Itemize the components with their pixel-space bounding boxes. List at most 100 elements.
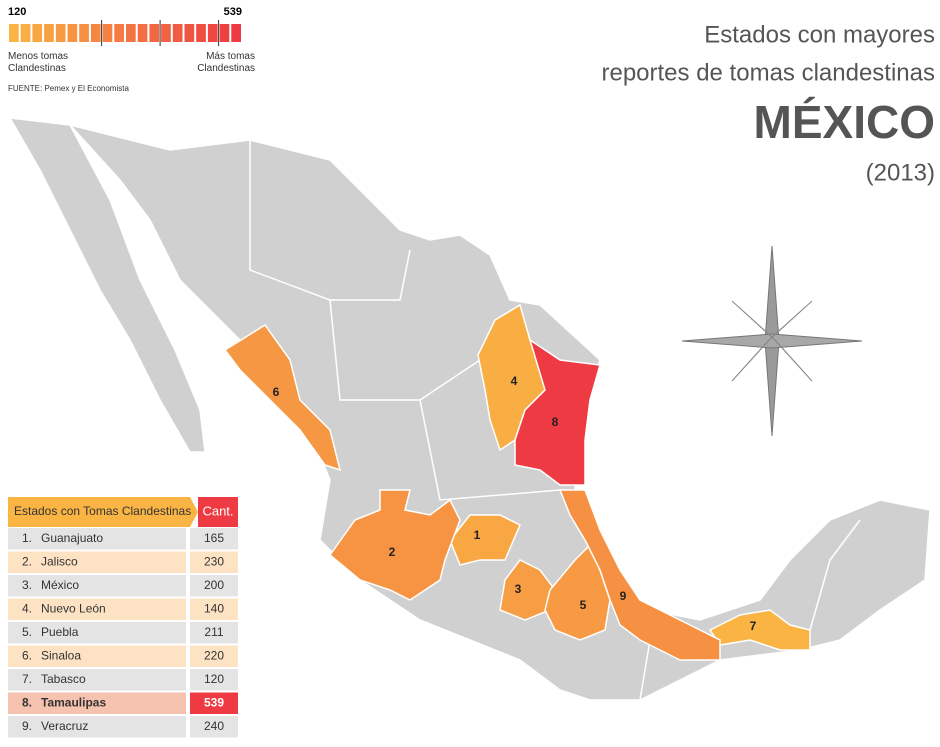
legend-swatch: [137, 24, 148, 42]
table-row-bg: [8, 551, 186, 573]
table-name: Nuevo León: [41, 601, 106, 615]
legend-swatch: [184, 24, 195, 42]
state-label: 9: [620, 589, 627, 603]
legend-min: 120: [8, 6, 26, 18]
table-value-bg: [190, 575, 238, 597]
states: 1 2 3 4 5 6 7 8 9: [223, 303, 811, 661]
table-value: 240: [204, 719, 224, 733]
table-value: 230: [204, 554, 224, 568]
compass-ew: [681, 333, 863, 349]
legend-swatch: [114, 24, 124, 42]
table-row-bg: [8, 692, 186, 714]
state-label: 8: [552, 415, 559, 429]
table-index: 9.: [22, 719, 32, 733]
state-label: 4: [511, 374, 518, 388]
table-name: Sinaloa: [41, 648, 81, 662]
table-value-bg: [190, 598, 238, 620]
legend-swatch: [102, 24, 113, 42]
table-header-arrow: [190, 497, 198, 527]
state: [328, 489, 461, 601]
source: FUENTE: Pemex y El Economista: [8, 84, 129, 93]
table-row-bg: [8, 716, 186, 738]
table-index: 3.: [22, 578, 32, 592]
compass-rose: [681, 245, 863, 437]
table-index: 4.: [22, 601, 32, 615]
state-label: 3: [515, 582, 522, 596]
title-line2: reportes de tomas clandestinas: [601, 59, 935, 86]
table-index: 7.: [22, 672, 32, 686]
table-name: Guanajuato: [41, 531, 103, 545]
state: [449, 514, 521, 566]
legend-swatch: [196, 24, 206, 42]
table-value-bg: [190, 669, 238, 691]
legend-swatch: [207, 24, 218, 42]
legend-swatch: [172, 24, 183, 42]
table-index: 8.: [22, 695, 32, 709]
table-name: Tamaulipas: [41, 695, 106, 709]
state-border: [419, 399, 561, 501]
table-value-header: Cant.: [202, 503, 233, 518]
legend-swatch: [126, 24, 136, 42]
state: [514, 338, 601, 486]
compass-diag: [731, 300, 813, 382]
table-value-bg: [190, 716, 238, 738]
table-value-bg: [190, 622, 238, 644]
legend-swatch: [90, 24, 101, 42]
legend-high-label: Más tomas Clandestinas: [197, 51, 255, 74]
state-label: 5: [580, 598, 587, 612]
legend-swatch: [67, 24, 78, 42]
legend-max: 539: [224, 6, 242, 18]
state-border: [329, 299, 481, 401]
baja-peninsula: [8, 117, 206, 453]
legend-swatch: [55, 24, 66, 42]
table-row-bg: [8, 622, 186, 644]
table-value: 539: [204, 695, 224, 709]
table-value-bg: [190, 645, 238, 667]
state-label: 1: [474, 528, 481, 542]
table-row-bg: [8, 598, 186, 620]
state-label: 6: [273, 385, 280, 399]
table: Estados con Tomas Clandestinas Cant. 1. Gua…: [8, 497, 238, 738]
table-row-bg: [8, 669, 186, 691]
legend-swatch: [20, 24, 31, 42]
country-title: MÉXICO: [754, 96, 935, 148]
legend-swatch: [44, 24, 54, 42]
table-value: 140: [204, 601, 224, 615]
table-value: 211: [204, 625, 223, 639]
table-index: 2.: [22, 554, 32, 568]
table-name: Tabasco: [41, 672, 86, 686]
legend-swatch: [231, 24, 241, 42]
table-value-bg: [190, 692, 238, 714]
legend-swatch: [161, 24, 171, 42]
state: [544, 543, 611, 641]
table-name: México: [41, 578, 79, 592]
table-name: Jalisco: [41, 554, 78, 568]
legend-swatch: [79, 24, 89, 42]
table-header-bg: [8, 497, 190, 527]
table-name: Veracruz: [41, 719, 88, 733]
state: [708, 609, 811, 651]
table-index: 1.: [22, 531, 32, 545]
legend-swatch: [32, 24, 43, 42]
state: [223, 323, 342, 472]
state-border: [809, 519, 861, 631]
table-value-bg: [190, 551, 238, 573]
title-line1: Estados con mayores: [704, 21, 935, 48]
legend-swatch: [149, 24, 160, 42]
table-value: 200: [204, 578, 224, 592]
year: (2013): [866, 159, 935, 186]
state-label: 7: [750, 619, 757, 633]
table-value-header-bg: [198, 497, 238, 527]
table-index: 5.: [22, 625, 32, 639]
table-row-bg: [8, 528, 186, 550]
table-value: 120: [204, 672, 224, 686]
table-row-bg: [8, 645, 186, 667]
table-value: 165: [204, 531, 224, 545]
legend-swatch: [9, 24, 19, 42]
legend-swatch: [219, 24, 230, 42]
table-value: 220: [204, 648, 224, 662]
compass-diag: [731, 300, 813, 382]
table-title: Estados con Tomas Clandestinas: [14, 504, 191, 518]
table-value-bg: [190, 528, 238, 550]
